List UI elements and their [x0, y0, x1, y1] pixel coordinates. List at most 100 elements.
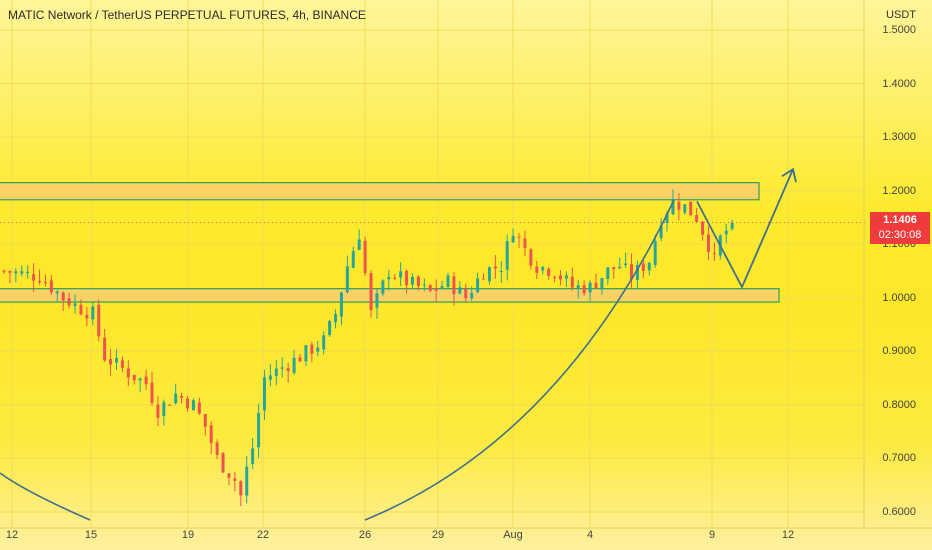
- candle-body: [647, 262, 651, 271]
- time-tick-label: 19: [181, 529, 195, 541]
- candle-body: [221, 452, 225, 473]
- candle-body: [215, 442, 219, 455]
- candle-body: [156, 404, 160, 418]
- candle-body: [91, 306, 95, 320]
- candle-body: [677, 201, 681, 210]
- candle-body: [624, 263, 628, 266]
- price-tick-label: 1.3000: [882, 131, 916, 144]
- time-tick-label: 12: [5, 529, 19, 541]
- candle-body: [576, 285, 580, 288]
- candle-body: [322, 335, 326, 350]
- grid-lines: [0, 0, 864, 528]
- support-zone[interactable]: [0, 288, 780, 303]
- candle-body: [126, 368, 130, 378]
- candle-body: [197, 402, 201, 414]
- candle-body: [8, 271, 12, 273]
- candle-body: [594, 282, 598, 289]
- candle-body: [724, 230, 728, 235]
- candle-body: [582, 285, 586, 294]
- candle-body: [286, 368, 290, 372]
- candle-body: [262, 377, 266, 411]
- candle-body: [20, 271, 24, 274]
- price-tick-label: 0.7000: [882, 452, 916, 465]
- candle-body: [440, 286, 444, 289]
- candle-body: [511, 235, 515, 243]
- candle-body: [541, 266, 545, 271]
- candle-body: [132, 374, 136, 381]
- candle-body: [61, 292, 65, 301]
- price-tick-label: 1.4000: [882, 77, 916, 90]
- candles-layer: [0, 189, 868, 507]
- candle-body: [2, 270, 6, 272]
- candle-body: [422, 284, 426, 286]
- candle-body: [706, 234, 710, 252]
- candle-body: [689, 201, 693, 216]
- candle-body: [245, 466, 249, 496]
- arc-line-right[interactable]: [364, 199, 675, 521]
- candle-body: [114, 357, 118, 363]
- candle-body: [653, 240, 657, 265]
- candle-body: [38, 280, 42, 283]
- chart-title: MATIC Network / TetherUS PERPETUAL FUTUR…: [8, 8, 366, 22]
- candle-body: [73, 303, 77, 307]
- candle-body: [298, 357, 302, 362]
- candle-body: [97, 304, 101, 337]
- candle-body: [470, 292, 474, 299]
- candle-body: [251, 448, 255, 465]
- time-tick-label: 9: [708, 529, 716, 541]
- resistance-zone[interactable]: [0, 182, 760, 201]
- candle-body: [464, 289, 468, 299]
- candle-body: [381, 280, 385, 294]
- candle-body: [203, 414, 207, 427]
- candle-body: [168, 404, 172, 406]
- candle-body: [523, 238, 527, 249]
- candle-body: [43, 282, 47, 284]
- candle-body: [339, 292, 343, 317]
- candle-body: [32, 274, 36, 281]
- horizontal-zones: [0, 182, 780, 303]
- candle-body: [174, 393, 178, 404]
- price-tick-label: 0.6000: [882, 506, 916, 518]
- candle-body: [570, 276, 574, 288]
- price-tick-label: 1.2000: [882, 184, 916, 197]
- candle-body: [191, 400, 195, 411]
- candle-body: [493, 266, 497, 269]
- candle-body: [458, 287, 462, 294]
- candle-body: [529, 249, 533, 266]
- arc-line-left[interactable]: [0, 472, 91, 521]
- candle-body: [659, 225, 663, 239]
- candle-body: [227, 473, 231, 478]
- candle-body: [416, 276, 420, 287]
- candle-body: [103, 337, 107, 361]
- candle-body: [618, 266, 622, 269]
- candle-body: [399, 271, 403, 278]
- current-price-tag: 1.1406 02:30:08: [870, 212, 930, 244]
- candle-body: [635, 265, 639, 281]
- price-unit-label: USDT: [886, 9, 916, 21]
- candle-body: [233, 478, 237, 481]
- projection-arrow[interactable]: [696, 168, 794, 290]
- candle-body: [209, 425, 213, 444]
- candle-body: [606, 267, 610, 279]
- candle-body: [505, 241, 509, 270]
- candle-body: [310, 344, 314, 354]
- candle-body: [499, 270, 503, 272]
- candle-body: [588, 282, 592, 293]
- candle-body: [257, 412, 261, 448]
- candle-body: [334, 314, 338, 323]
- candle-body: [109, 359, 113, 365]
- candle-body: [701, 221, 705, 235]
- candle-body: [186, 398, 190, 409]
- time-tick-label: 4: [586, 529, 594, 541]
- price-tick-label: 0.9000: [882, 345, 916, 358]
- candle-body: [328, 320, 332, 335]
- candle-body: [558, 275, 562, 280]
- candle-body: [446, 275, 450, 287]
- time-tick-label: 22: [256, 529, 270, 541]
- candle-body: [434, 288, 438, 291]
- candle-body: [695, 215, 699, 222]
- candle-body: [274, 368, 278, 377]
- price-tick-label: 1.5000: [882, 24, 916, 36]
- candle-body: [304, 345, 308, 362]
